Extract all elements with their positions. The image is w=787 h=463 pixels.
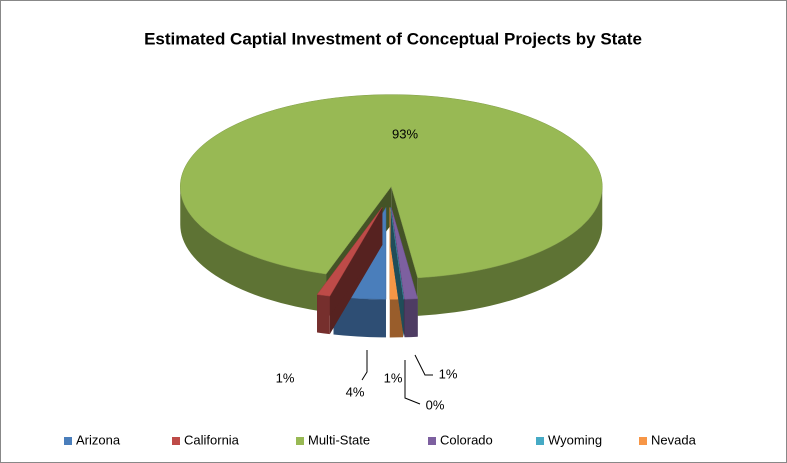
chart-title: Estimated Captial Investment of Conceptu… bbox=[144, 29, 642, 48]
leader-lines bbox=[361, 350, 433, 405]
legend-label: Nevada bbox=[651, 432, 697, 447]
legend-swatch bbox=[536, 437, 544, 445]
data-label: 4% bbox=[346, 384, 365, 399]
leader-line bbox=[414, 354, 433, 376]
slice bbox=[391, 207, 419, 300]
data-label: 0% bbox=[426, 397, 445, 412]
slice-side bbox=[317, 294, 330, 335]
legend-swatch bbox=[428, 437, 436, 445]
legend: Arizona California Multi-State Colorado Wyom… bbox=[64, 432, 697, 447]
leader-line bbox=[404, 360, 421, 405]
slice-wall bbox=[390, 207, 404, 338]
data-labels: 4% 1% 93% 1% 0% 1% bbox=[276, 126, 458, 412]
legend-label: Multi-State bbox=[308, 432, 370, 447]
legend-label: Colorado bbox=[440, 432, 493, 447]
slice-side bbox=[417, 186, 603, 316]
data-label: 1% bbox=[384, 370, 403, 385]
data-label: 1% bbox=[439, 366, 458, 381]
legend-label: Wyoming bbox=[548, 432, 602, 447]
legend-swatch bbox=[296, 437, 304, 445]
slice-side bbox=[333, 296, 386, 338]
slice-side bbox=[404, 298, 418, 338]
data-label: 1% bbox=[276, 370, 295, 385]
slice bbox=[316, 206, 383, 297]
data-label: 93% bbox=[392, 126, 418, 141]
legend-swatch bbox=[64, 437, 72, 445]
leader-line bbox=[361, 350, 368, 381]
legend-label: Arizona bbox=[76, 432, 121, 447]
slice bbox=[180, 94, 603, 279]
legend-label: California bbox=[184, 432, 240, 447]
pie bbox=[180, 94, 603, 338]
slice-wall bbox=[317, 207, 383, 333]
legend-swatch bbox=[639, 437, 647, 445]
slice-side bbox=[180, 186, 327, 313]
legend-swatch bbox=[172, 437, 180, 445]
slice bbox=[390, 207, 405, 300]
